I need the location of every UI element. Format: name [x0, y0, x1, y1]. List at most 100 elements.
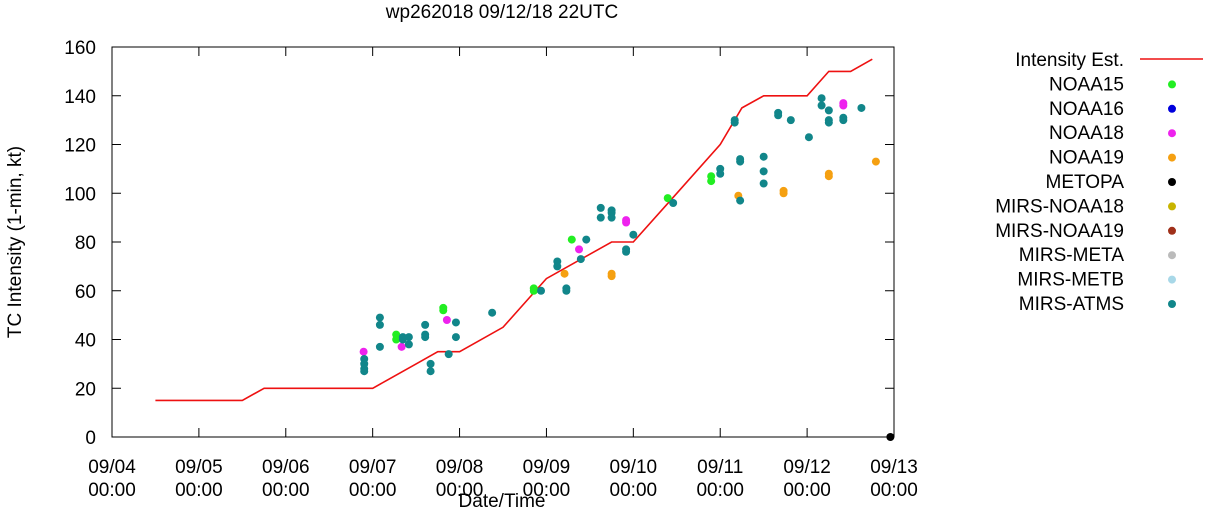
mirs-atms-point	[759, 179, 768, 188]
noaa18-point	[839, 101, 848, 110]
chart-title: wp262018 09/12/18 22UTC	[385, 2, 618, 23]
mirs-atms-point	[562, 286, 571, 295]
legend-point-swatch	[1168, 226, 1176, 235]
y-axis-label: TC Intensity (1-min, kt)	[5, 146, 26, 338]
series-layer	[155, 58, 895, 441]
x-tick-label-time: 00:00	[436, 480, 484, 501]
mirs-atms-point	[839, 116, 848, 125]
plot-frame	[111, 46, 895, 438]
mirs-atms-point	[375, 313, 384, 322]
legend-label: MIRS-META	[1019, 245, 1125, 266]
y-tick-label: 20	[75, 379, 96, 400]
mirs-atms-point	[576, 255, 585, 264]
mirs-atms-point	[629, 230, 638, 239]
x-tick-label-time: 00:00	[610, 480, 658, 501]
x-tick-label-time: 00:00	[262, 480, 310, 501]
mirs-atms-point	[451, 333, 460, 342]
mirs-atms-point	[451, 318, 460, 327]
y-tick-label: 140	[64, 87, 96, 108]
mirs-atms-point	[774, 111, 783, 120]
legend-label: Intensity Est.	[1015, 50, 1124, 71]
mirs-atms-point	[817, 101, 826, 110]
x-tick-label-time: 00:00	[88, 480, 136, 501]
mirs-atms-point	[426, 367, 435, 376]
x-tick-label-date: 09/05	[175, 457, 223, 478]
mirs-atms-point	[421, 320, 430, 329]
noaa19-point	[824, 172, 833, 181]
x-tick-label-date: 09/08	[436, 457, 484, 478]
mirs-atms-point	[857, 103, 866, 112]
noaa18-point	[359, 347, 368, 356]
y-tick-label: 160	[64, 38, 96, 59]
x-tick-label-date: 09/09	[523, 457, 571, 478]
legend-point-swatch	[1168, 153, 1176, 162]
legend-point-swatch	[1168, 275, 1176, 284]
legend-point-swatch	[1168, 300, 1176, 308]
metopa-point	[886, 433, 895, 441]
x-tick-label-date: 09/06	[262, 457, 310, 478]
noaa15-point	[663, 194, 672, 203]
mirs-atms-point	[736, 196, 745, 205]
noaa15-point	[707, 177, 716, 186]
x-tick-label-date: 09/10	[610, 457, 658, 478]
noaa15-point	[392, 335, 401, 344]
mirs-atms-point	[817, 94, 826, 103]
mirs-atms-point	[488, 308, 497, 317]
legend-point-swatch	[1168, 202, 1176, 211]
x-tick-label-date: 09/13	[870, 457, 918, 478]
legend-label: MIRS-NOAA19	[995, 221, 1124, 242]
y-tick-label: 0	[85, 428, 96, 449]
x-tick-label-date: 09/07	[349, 457, 397, 478]
legend-label: MIRS-NOAA18	[995, 196, 1124, 217]
mirs-atms-point	[537, 286, 546, 295]
mirs-atms-point	[582, 235, 591, 244]
legend-label: MIRS-METB	[1017, 270, 1124, 291]
x-axis: 09/0400:0009/0500:0009/0600:0009/0700:00…	[88, 47, 918, 501]
y-axis: 0 20 40 60 80 100 120 140 160	[64, 38, 894, 449]
mirs-atms-point	[824, 118, 833, 127]
mirs-atms-point	[404, 340, 413, 349]
x-tick-label-time: 00:00	[175, 480, 223, 501]
mirs-atms-point	[421, 333, 430, 342]
legend-label: NOAA19	[1049, 148, 1124, 169]
noaa19-point	[560, 269, 569, 278]
y-tick-label: 40	[75, 331, 96, 352]
legend-label: NOAA18	[1049, 123, 1124, 144]
mirs-atms-point	[736, 157, 745, 166]
noaa19-point	[607, 272, 616, 281]
noaa19-point	[871, 157, 880, 166]
mirs-atms-point	[360, 367, 369, 376]
noaa18-point	[622, 218, 631, 227]
legend-point-swatch	[1168, 178, 1176, 186]
noaa18-point	[397, 342, 406, 351]
mirs-atms-point	[444, 350, 453, 359]
x-tick-label-date: 09/04	[88, 457, 136, 478]
mirs-atms-point	[398, 335, 407, 344]
mirs-atms-point	[553, 262, 562, 271]
legend-label: MIRS-ATMS	[1019, 294, 1124, 315]
mirs-atms-point	[375, 342, 384, 351]
y-tick-label: 100	[64, 184, 96, 205]
legend-point-swatch	[1168, 80, 1176, 89]
legend: Intensity Est. NOAA15 NOAA16 NOAA18 NOAA19 ME…	[995, 50, 1203, 315]
x-tick-label-time: 00:00	[349, 480, 397, 501]
x-tick-label-date: 09/11	[697, 457, 743, 478]
y-tick-label: 120	[64, 136, 96, 157]
mirs-atms-point	[596, 203, 605, 212]
noaa19-point	[779, 189, 788, 198]
mirs-atms-point	[716, 169, 725, 178]
x-tick-label-date: 09/12	[783, 457, 831, 478]
mirs-atms-point	[607, 213, 616, 222]
y-tick-label: 80	[75, 233, 96, 254]
legend-point-swatch	[1168, 129, 1176, 138]
intensity-est-line	[155, 58, 873, 402]
mirs-atms-point	[426, 359, 435, 368]
legend-point-swatch	[1168, 104, 1176, 113]
mirs-atms-point	[375, 320, 384, 329]
noaa15-point	[567, 235, 576, 244]
noaa15-point	[439, 306, 448, 315]
x-tick-label-time: 00:00	[523, 480, 571, 501]
x-axis-label: Date/Time	[459, 491, 546, 509]
noaa18-point	[442, 316, 451, 324]
